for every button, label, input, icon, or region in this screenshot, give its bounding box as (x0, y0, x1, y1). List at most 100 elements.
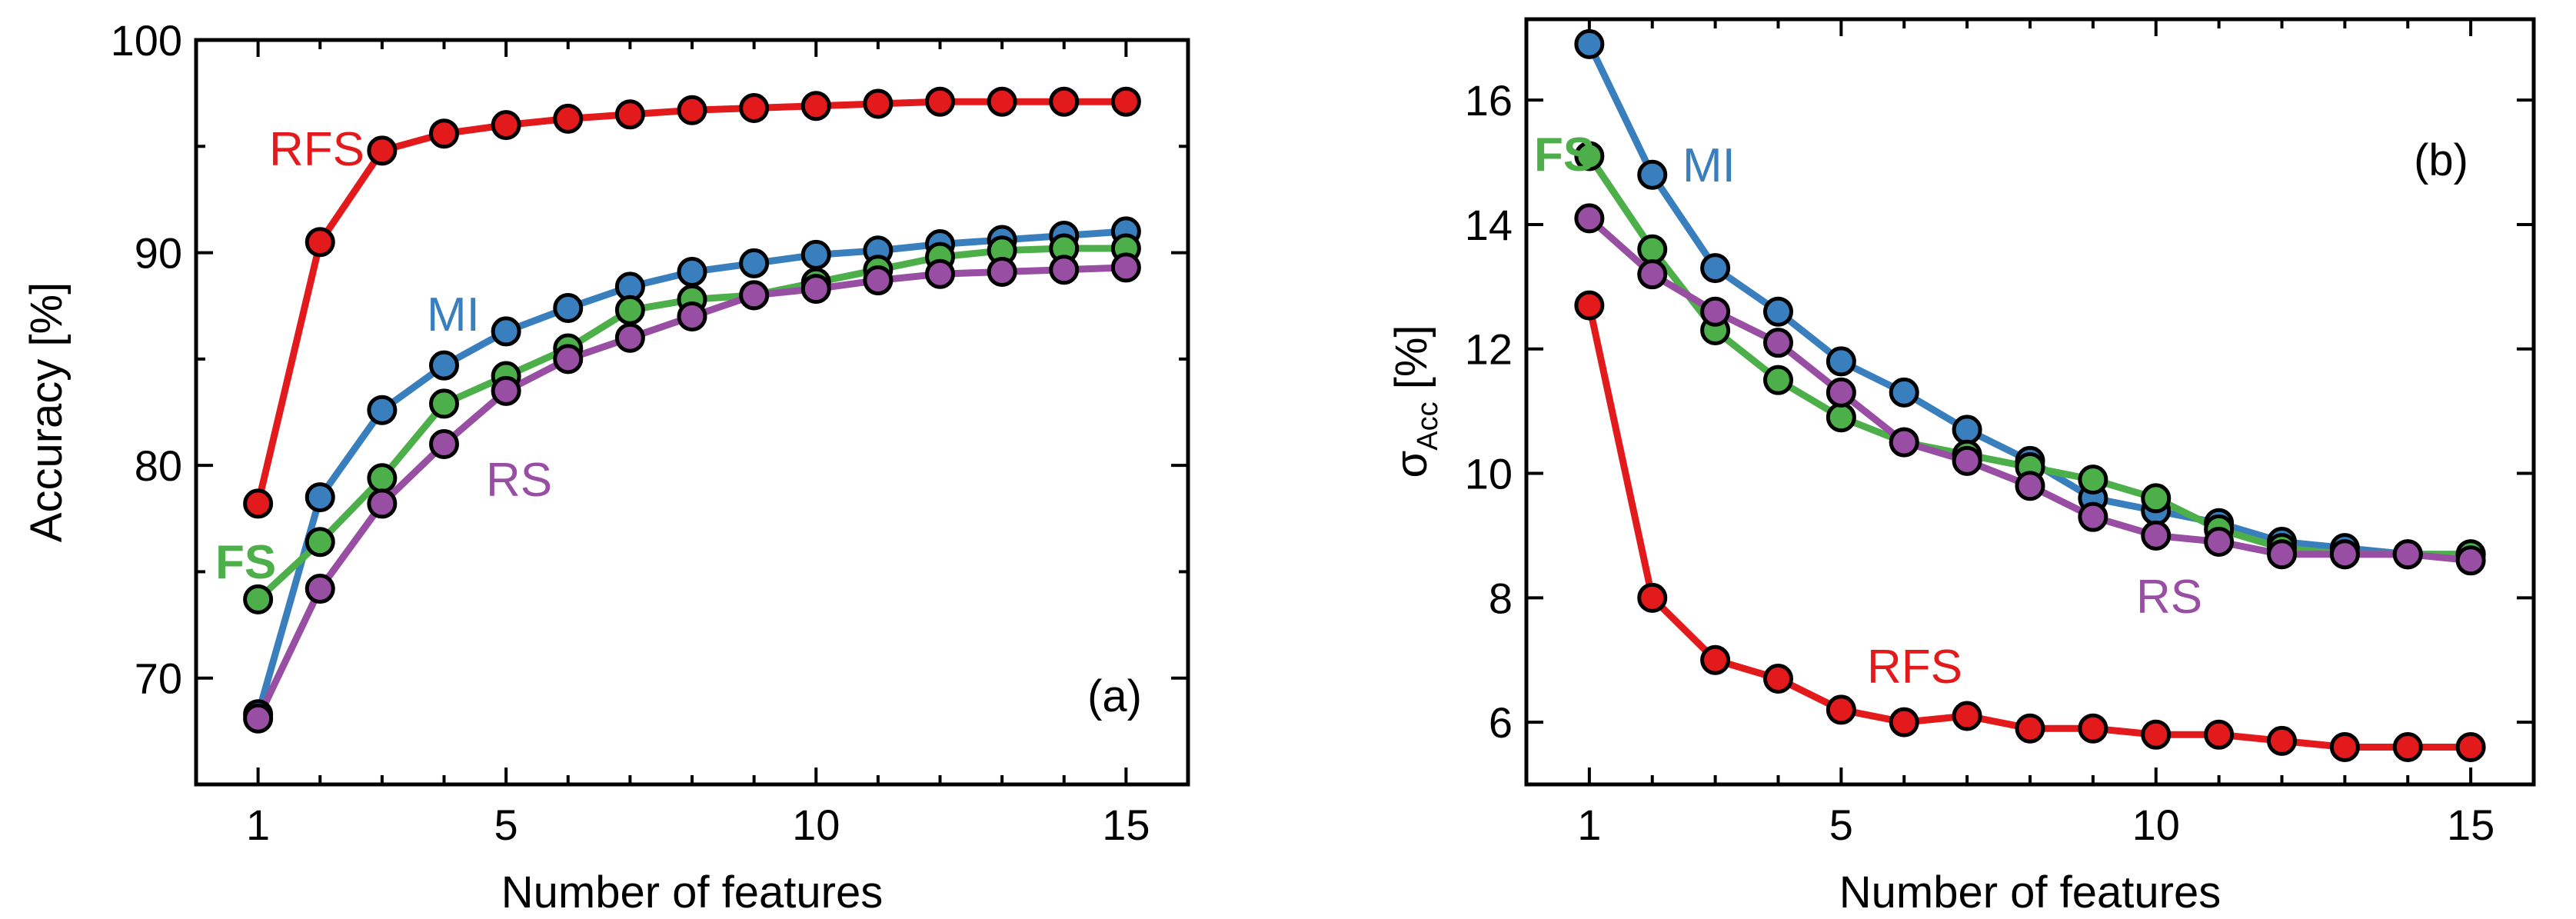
data-point-rs (614, 322, 645, 353)
y-tick-label: 16 (1465, 76, 1513, 125)
data-point-mi (1763, 296, 1793, 327)
data-point-mi (1574, 28, 1605, 59)
data-point-rs (925, 258, 955, 289)
data-point-mi (739, 248, 770, 278)
data-point-mi (1952, 415, 1982, 445)
data-point-rfs (739, 93, 770, 124)
panel-b-y-axis-title: σAcc [%] (1386, 325, 1444, 478)
y-tick-label: 14 (1465, 201, 1513, 249)
data-point-rfs (1049, 86, 1080, 117)
data-point-rfs (1700, 644, 1731, 675)
data-point-rs (1574, 203, 1605, 234)
data-point-rs (2329, 539, 2360, 570)
data-point-rfs (491, 110, 521, 141)
data-point-rs (2455, 545, 2486, 576)
data-point-rs (1889, 427, 1919, 458)
panel-b-label: (b) (2414, 135, 2468, 185)
data-point-rfs (2078, 713, 2108, 744)
data-point-rs (367, 488, 398, 519)
data-point-fs (1574, 141, 1605, 171)
panel-a-series-points (243, 86, 1141, 734)
data-point-rs (2392, 539, 2423, 570)
panel-a-y-axis-title: Accuracy [%] (22, 282, 72, 542)
data-point-fs (429, 388, 459, 419)
data-point-rs (1763, 328, 1793, 358)
x-tick-label: 5 (1829, 801, 1853, 849)
data-point-rs (987, 256, 1017, 287)
data-point-rs (677, 301, 707, 332)
y-tick-label: 8 (1489, 574, 1513, 622)
data-point-rfs (243, 488, 274, 519)
data-point-rfs (925, 86, 955, 117)
data-point-rfs (614, 99, 645, 130)
panel-b-y-axis-unit: [%] (1386, 325, 1436, 401)
data-point-fs (243, 584, 274, 614)
data-point-fs (614, 295, 645, 325)
data-point-rfs (2141, 719, 2172, 750)
panel-a-label-mi: MI (427, 288, 480, 341)
data-point-rfs (429, 118, 459, 149)
panel-a-label-rfs: RFS (269, 123, 364, 176)
panel-b-y-axis-subscript: Acc (1412, 401, 1444, 450)
data-point-rs (1825, 377, 1856, 408)
data-point-rs (863, 265, 894, 296)
panel-b-label-rs: RS (2136, 571, 2202, 624)
data-point-rfs (367, 135, 398, 166)
x-tick-label: 15 (1102, 801, 1150, 849)
panel-b-y-axis-sigma: σ (1386, 451, 1436, 478)
data-point-rs (2141, 520, 2172, 551)
data-point-rs (553, 344, 584, 375)
data-point-rfs (1952, 701, 1982, 731)
x-tick-label: 15 (2447, 801, 2494, 849)
data-point-rs (1700, 296, 1731, 327)
data-point-fs (1763, 365, 1793, 395)
data-point-rs (305, 574, 335, 604)
panel-b-series-points (1574, 28, 2486, 762)
x-tick-label: 10 (2132, 801, 2180, 849)
data-point-rfs (2015, 713, 2045, 744)
data-point-fs (2078, 464, 2108, 495)
data-point-mi (429, 350, 459, 381)
data-point-rfs (987, 86, 1017, 117)
x-tick-label: 10 (792, 801, 840, 849)
data-point-mi (1637, 159, 1668, 190)
data-point-rfs (1763, 663, 1793, 694)
data-point-rs (429, 428, 459, 459)
data-point-rfs (1825, 694, 1856, 725)
data-point-rfs (1574, 290, 1605, 321)
data-point-rfs (1889, 707, 1919, 738)
data-point-rs (2204, 527, 2235, 558)
data-point-rs (1049, 255, 1080, 285)
data-point-rfs (305, 227, 335, 258)
x-tick-label: 1 (246, 801, 270, 849)
data-point-rs (1637, 259, 1668, 290)
y-tick-label: 12 (1465, 325, 1513, 374)
data-point-rfs (2329, 731, 2360, 762)
panel-b-label-mi: MI (1682, 139, 1736, 192)
data-point-mi (1825, 346, 1856, 377)
panel-b-label-rfs: RFS (1867, 641, 1962, 694)
data-point-rfs (1110, 86, 1141, 117)
data-point-rs (2267, 539, 2297, 570)
data-point-rfs (2455, 731, 2486, 762)
data-point-mi (800, 239, 831, 270)
panel-b-label-fs: FS (1534, 128, 1595, 181)
data-point-fs (367, 463, 398, 494)
panel-a-label-fs: FS (215, 536, 276, 589)
data-point-rfs (2392, 731, 2423, 762)
data-point-rs (2015, 471, 2045, 501)
panel-a-label: (a) (1087, 671, 1142, 721)
data-point-fs (2141, 483, 2172, 514)
series-line-rfs (1586, 301, 2474, 751)
data-point-mi (305, 482, 335, 513)
y-tick-label: 6 (1489, 698, 1513, 747)
data-point-rs (2078, 501, 2108, 532)
data-point-mi (553, 292, 584, 323)
data-point-rfs (800, 91, 831, 122)
y-tick-label: 70 (135, 654, 182, 703)
